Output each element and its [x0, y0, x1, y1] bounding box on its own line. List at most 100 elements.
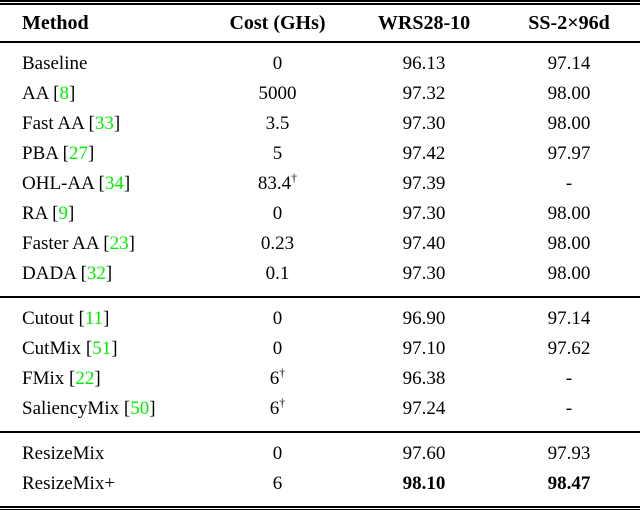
wrs28-10-value-cell: 97.60: [350, 431, 498, 469]
citation-number[interactable]: 33: [94, 113, 114, 134]
method-cell: ResizeMix: [0, 431, 205, 469]
method-cell: AA [8]: [22, 83, 76, 104]
citation-number[interactable]: 51: [92, 338, 112, 359]
table-row: RA [9] 0 97.30 98.00: [0, 199, 640, 229]
ss-2x96d-value-cell: -: [565, 398, 573, 419]
ss-2x96d-value-cell: -: [565, 173, 573, 194]
method-name: FMix: [22, 368, 65, 389]
wrs28-10-value-cell: 97.30: [402, 263, 446, 284]
cost-cell: 0: [272, 203, 283, 224]
results-table: Method Cost (GHs) WRS28-10 SS-2×96d Base…: [0, 5, 640, 506]
table-row: Cutout [11] 0 96.90 97.14: [0, 296, 640, 334]
method-name: AA: [22, 83, 49, 104]
wrs28-10-value-cell: 97.40: [402, 233, 446, 254]
ss-2x96d-value-cell: 97.93: [498, 431, 640, 469]
method-name: Cutout: [22, 308, 74, 329]
ss-2x96d-value-cell: 97.97: [547, 143, 591, 164]
method-name: Faster AA: [22, 233, 99, 254]
table-bottom-rule: [0, 506, 640, 510]
citation-number[interactable]: 11: [84, 308, 104, 329]
method-cell: Faster AA [23]: [22, 233, 135, 254]
method-name: SaliencyMix: [22, 398, 120, 419]
cost-cell: 6†: [269, 366, 286, 389]
ss-2x96d-value-cell: 98.00: [547, 233, 591, 254]
citation-number[interactable]: 22: [75, 368, 95, 389]
table-row: SaliencyMix [50] 6† 97.24 -: [0, 394, 640, 432]
table-row: AA [8] 5000 97.32 98.00: [0, 79, 640, 109]
ss-2x96d-value-cell: 97.14: [547, 53, 591, 74]
method-cell: OHL-AA [34]: [22, 173, 131, 194]
ss-2x96d-value-cell: -: [565, 368, 573, 389]
wrs28-10-value-cell: 97.10: [402, 338, 446, 359]
table-row: Baseline 0 96.13 97.14: [0, 42, 640, 79]
citation-number[interactable]: 23: [109, 233, 129, 254]
table-row: Fast AA [33] 3.5 97.30 98.00: [0, 109, 640, 139]
wrs28-10-value-cell: 98.10: [402, 473, 446, 494]
column-header-cost: Cost (GHs): [205, 5, 350, 43]
method-cell: Baseline: [0, 42, 205, 79]
section-resizemix: ResizeMix 0 97.60 97.93 ResizeMix+ 6 98.10 98.4…: [0, 431, 640, 506]
header-row: Method Cost (GHs) WRS28-10 SS-2×96d: [0, 5, 640, 43]
wrs28-10-value-cell: 97.39: [402, 173, 446, 194]
table-row: FMix [22] 6† 96.38 -: [0, 364, 640, 394]
table-row: Faster AA [23] 0.23 97.40 98.00: [0, 229, 640, 259]
table-row: DADA [32] 0.1 97.30 98.00: [0, 259, 640, 297]
table-row: ResizeMix+ 6 98.10 98.47: [0, 469, 640, 506]
citation-number[interactable]: 34: [104, 173, 124, 194]
method-cell: SaliencyMix [50]: [22, 398, 156, 419]
column-header-wrs28-10: WRS28-10: [350, 5, 498, 43]
method-cell: PBA [27]: [22, 143, 95, 164]
wrs28-10-value-cell: 97.32: [402, 83, 446, 104]
method-cell: Fast AA [33]: [22, 113, 121, 134]
cost-cell: 6†: [269, 396, 286, 419]
ss-2x96d-value-cell: 98.00: [547, 113, 591, 134]
section-mixing-augmentation: Cutout [11] 0 96.90 97.14 CutMix [51] 0 97.10 9…: [0, 296, 640, 432]
wrs28-10-value-cell: 96.13: [402, 53, 446, 74]
wrs28-10-value-cell: 97.30: [402, 113, 446, 134]
method-cell: CutMix [51]: [22, 338, 118, 359]
table-top-rule: [0, 0, 640, 5]
cost-cell: 5: [272, 143, 283, 164]
dagger-marker: †: [279, 366, 286, 380]
column-header-method: Method: [0, 5, 205, 43]
ss-2x96d-value-cell: 98.47: [547, 473, 591, 494]
cost-cell: 3.5: [265, 113, 290, 134]
wrs28-10-value-cell: 97.42: [402, 143, 446, 164]
dagger-marker: †: [291, 171, 298, 185]
method-name: ResizeMix+: [22, 473, 116, 494]
citation-number[interactable]: 50: [130, 398, 150, 419]
citation-number[interactable]: 9: [58, 203, 68, 224]
ss-2x96d-value-cell: 97.14: [498, 296, 640, 334]
method-name: RA: [22, 203, 48, 224]
method-name: OHL-AA: [22, 173, 94, 194]
method-cell: FMix [22]: [22, 368, 101, 389]
cost-cell: 83.4†: [257, 171, 298, 194]
method-cell: DADA [32]: [22, 263, 113, 284]
table-row: CutMix [51] 0 97.10 97.62: [0, 334, 640, 364]
table-header: Method Cost (GHs) WRS28-10 SS-2×96d: [0, 5, 640, 43]
table-row: ResizeMix 0 97.60 97.93: [0, 431, 640, 469]
cost-cell: 0: [272, 338, 283, 359]
dagger-marker: †: [279, 396, 286, 410]
method-name: DADA: [22, 263, 76, 284]
cost-cell: 6: [272, 473, 283, 494]
method-cell: ResizeMix+: [0, 469, 205, 506]
method-name: CutMix: [22, 338, 82, 359]
section-auto-augmentation: Baseline 0 96.13 97.14 AA [8] 5000 97.32 98.00 F…: [0, 42, 640, 297]
method-name: Baseline: [22, 53, 88, 74]
method-cell: RA [9]: [22, 203, 75, 224]
citation-number[interactable]: 32: [86, 263, 106, 284]
citation-number[interactable]: 27: [69, 143, 88, 164]
cost-cell: 5000: [258, 83, 297, 104]
cost-cell: 0.1: [265, 263, 290, 284]
table-row: PBA [27] 5 97.42 97.97: [0, 139, 640, 169]
ss-2x96d-value-cell: 97.62: [547, 338, 591, 359]
column-header-ss-2x96d: SS-2×96d: [498, 5, 640, 43]
citation-number[interactable]: 8: [59, 83, 69, 104]
method-cell: Cutout [11]: [0, 296, 205, 334]
ss-2x96d-value-cell: 98.00: [547, 83, 591, 104]
table-row: OHL-AA [34] 83.4† 97.39 -: [0, 169, 640, 199]
cost-cell: 0: [272, 53, 283, 74]
wrs28-10-value-cell: 96.38: [402, 368, 446, 389]
